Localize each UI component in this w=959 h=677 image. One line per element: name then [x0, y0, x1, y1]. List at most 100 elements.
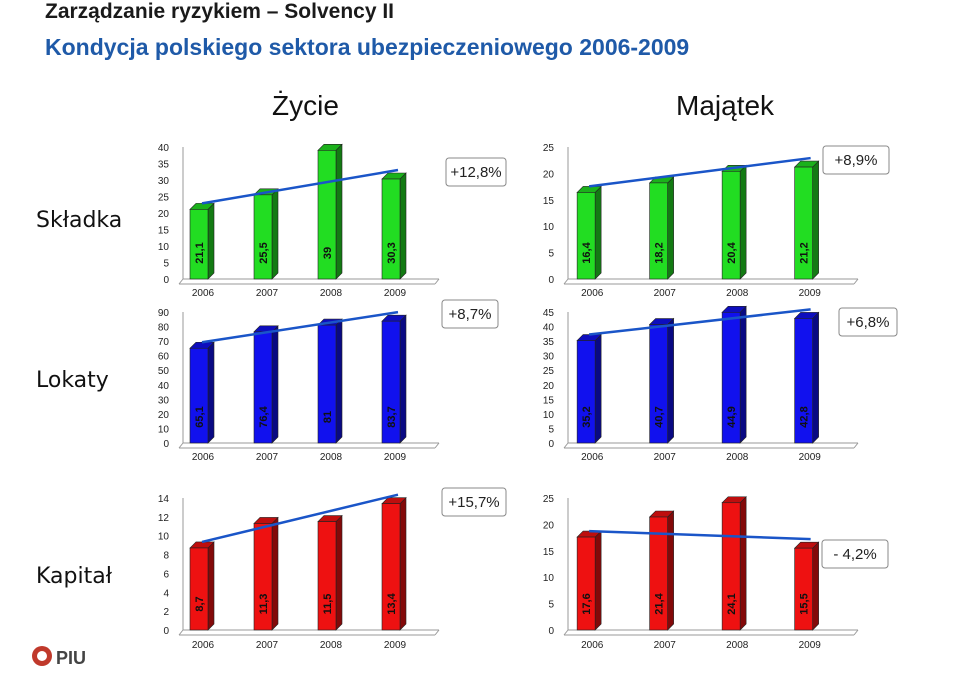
bar-value-label: 18,2: [654, 242, 666, 263]
bar-value-label: 42,8: [799, 406, 811, 427]
y-tick-label: 14: [158, 494, 170, 505]
y-tick-label: 90: [158, 308, 170, 319]
y-tick-label: 20: [543, 381, 555, 392]
bar: [189, 347, 209, 444]
bar-side: [399, 172, 407, 280]
bar-side: [399, 314, 407, 444]
bar-value-label: 30,3: [386, 242, 398, 263]
bar-value-label: 44,9: [726, 406, 738, 427]
trend-line: [201, 493, 399, 544]
bar: [576, 536, 596, 631]
x-tick-label: 2007: [256, 288, 279, 299]
y-tick-label: 40: [158, 381, 170, 392]
axis-depth: [178, 629, 184, 636]
chart-zycie-skladka: 0 5 10 15 20 25 30 35 40 21,1 2006 25,5 2007 39 2008 30…: [158, 143, 507, 299]
y-tick-label: 20: [158, 209, 170, 220]
y-tick-label: 35: [543, 337, 555, 348]
y-tick-label: 0: [163, 275, 169, 286]
x-tick-label: 2008: [726, 288, 749, 299]
x-tick-label: 2009: [799, 288, 822, 299]
x-tick-label: 2006: [581, 288, 604, 299]
y-tick-label: 8: [163, 551, 169, 562]
bar-side: [271, 516, 279, 631]
bar: [253, 194, 273, 280]
page-title: Zarządzanie ryzykiem – Solvency II: [45, 0, 395, 23]
bar: [721, 502, 741, 631]
x-tick-label: 2008: [320, 288, 343, 299]
row-heading-lokaty: Lokaty: [36, 368, 109, 393]
change-badge-label: +12,8%: [450, 164, 501, 181]
bar-value-label: 20,4: [726, 241, 738, 263]
bar: [794, 547, 813, 631]
y-tick-label: 0: [163, 439, 169, 450]
bar: [317, 324, 337, 444]
y-tick-label: 25: [543, 366, 555, 377]
x-tick-label: 2006: [581, 640, 604, 651]
bar: [649, 182, 668, 280]
bar-side: [335, 143, 343, 280]
column-heading-zycie: Życie: [272, 90, 339, 121]
bar-side: [667, 176, 674, 280]
bar-side: [271, 188, 279, 280]
bar-value-label: 21,1: [194, 242, 206, 263]
bar-value-label: 35,2: [581, 406, 593, 427]
bar-value-label: 11,5: [322, 594, 334, 615]
bar: [381, 320, 401, 444]
change-badge-label: +8,9%: [835, 152, 878, 169]
x-tick-label: 2008: [726, 452, 749, 463]
x-tick-label: 2006: [192, 452, 215, 463]
y-tick-label: 10: [158, 242, 170, 253]
bar-value-label: 83,7: [386, 406, 398, 427]
bar-side: [271, 325, 279, 444]
bar-value-label: 40,7: [654, 406, 666, 427]
bar-side: [812, 541, 819, 631]
y-tick-label: 0: [548, 275, 554, 286]
bar-value-label: 21,4: [654, 592, 666, 614]
trend-line: [589, 529, 811, 541]
axis-depth: [434, 629, 440, 636]
y-tick-label: 15: [543, 547, 555, 558]
bar-side: [739, 164, 747, 280]
y-tick-label: 20: [543, 520, 555, 531]
bar-value-label: 8,7: [194, 596, 206, 611]
y-tick-label: 15: [543, 395, 555, 406]
x-tick-label: 2006: [581, 452, 604, 463]
x-tick-label: 2007: [654, 640, 677, 651]
bar-side: [739, 305, 747, 444]
bar: [794, 166, 813, 280]
bar-side: [207, 541, 215, 631]
x-tick-label: 2009: [384, 288, 407, 299]
bar-value-label: 16,4: [581, 241, 593, 263]
y-tick-label: 12: [158, 513, 170, 524]
y-tick-label: 10: [543, 573, 555, 584]
y-tick-label: 40: [543, 323, 555, 334]
trend-line: [201, 168, 399, 205]
x-tick-label: 2007: [256, 640, 279, 651]
bar: [794, 318, 813, 444]
y-tick-label: 40: [158, 143, 170, 154]
bar-side: [207, 341, 215, 444]
chart-zycie-kapital: 0 2 4 6 8 10 12 14 8,7 2006 11,3 2007 11,5 2008 13,4 20…: [158, 487, 507, 651]
change-badge-label: - 4,2%: [833, 546, 876, 563]
bar-value-label: 24,1: [726, 593, 738, 614]
axis-depth: [434, 278, 440, 285]
y-tick-label: 10: [543, 222, 555, 233]
bar-side: [812, 311, 819, 444]
change-badge: [441, 487, 507, 517]
axis-depth: [434, 442, 440, 449]
bar: [576, 340, 596, 444]
chart-majatek-skladka: 0 5 10 15 20 25 16,4 2006 18,2 2007 20,4 2008 21,2 20…: [543, 143, 890, 299]
bar: [576, 192, 596, 280]
y-tick-label: 60: [158, 352, 170, 363]
y-tick-label: 10: [158, 424, 170, 435]
x-tick-label: 2007: [256, 452, 279, 463]
y-tick-label: 25: [543, 143, 555, 154]
column-heading-majatek: Majątek: [676, 90, 775, 121]
bar-value-label: 25,5: [258, 242, 270, 263]
bar-side: [667, 510, 674, 631]
change-badge: [445, 157, 507, 187]
y-tick-label: 2: [163, 607, 169, 618]
chart-zycie-lokaty: 0 10 20 30 40 50 60 70 80 90 65,1 2006 76,4 2007 81 200…: [158, 299, 499, 463]
axis-depth: [563, 629, 569, 636]
